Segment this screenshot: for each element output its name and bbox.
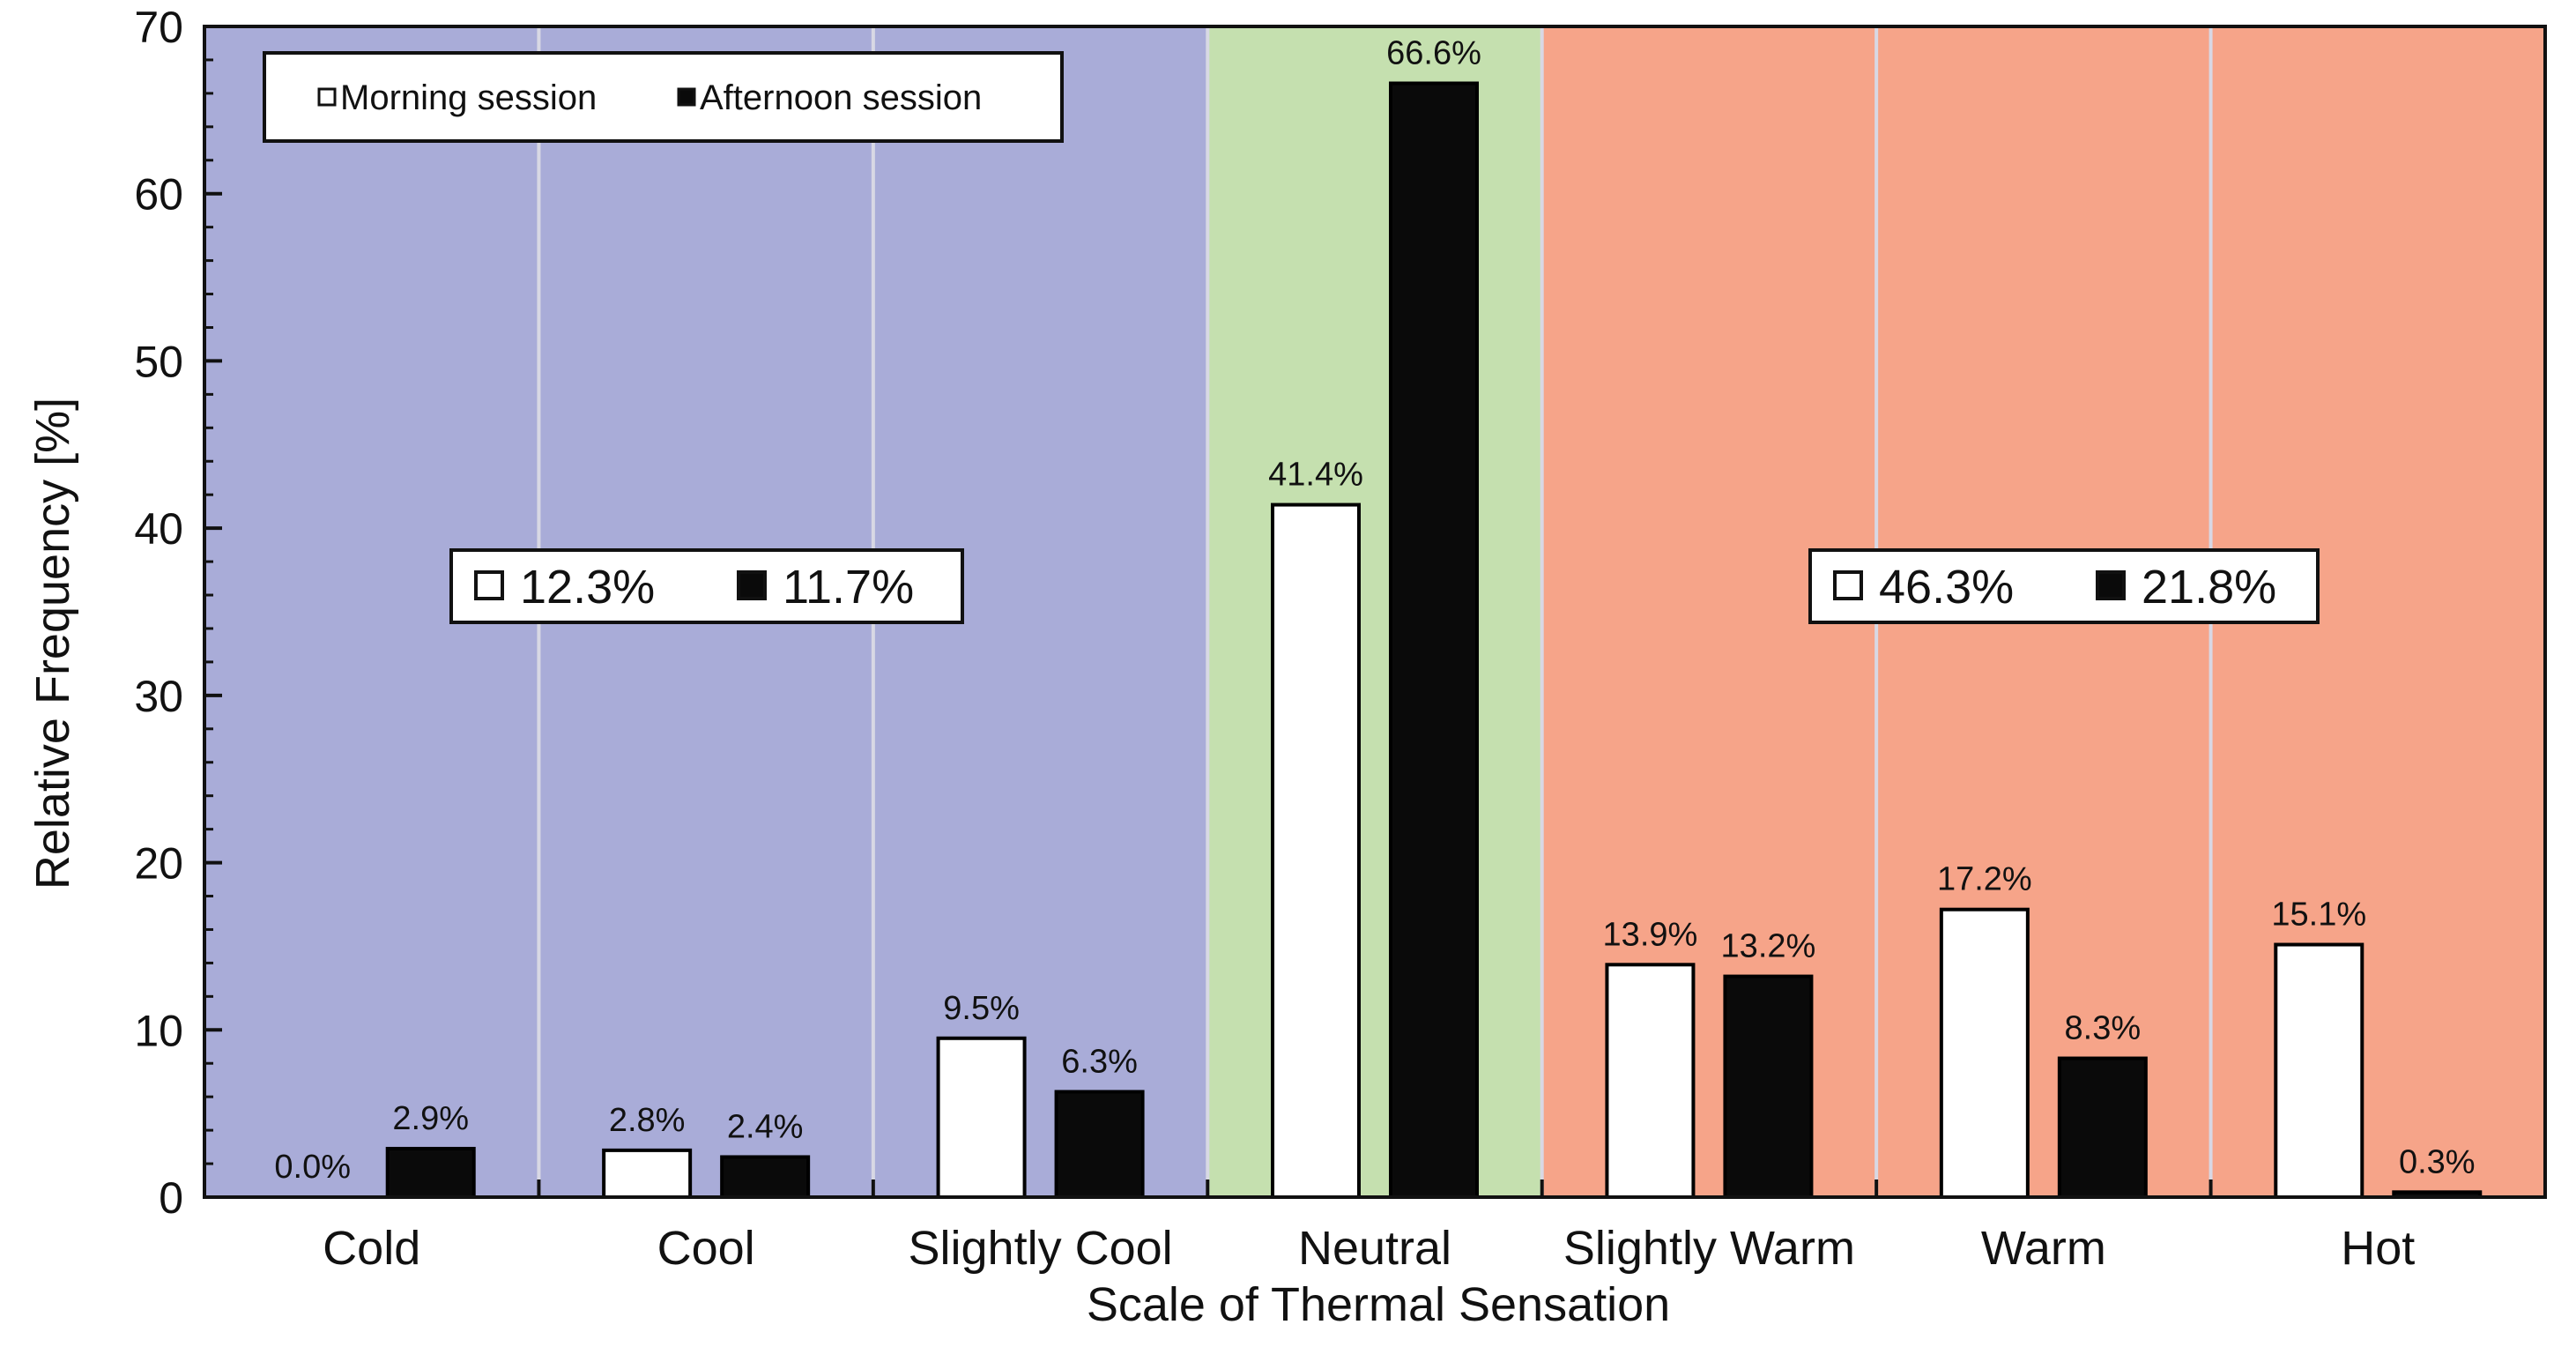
y-tick-label: 70 <box>134 3 183 52</box>
y-axis-title: Relative Frequency [%] <box>26 398 79 889</box>
data-label-morning-slightly-cool: 9.5% <box>943 990 1020 1027</box>
data-label-morning-hot: 15.1% <box>2271 897 2366 934</box>
y-tick-label: 0 <box>159 1173 183 1223</box>
summary-cool-side-swatch-afternoon <box>737 570 767 600</box>
legend-box <box>263 51 1064 143</box>
y-tick-label: 60 <box>134 170 183 220</box>
data-label-morning-cold: 0.0% <box>274 1149 351 1186</box>
x-category-label: Slightly Cool <box>909 1222 1173 1275</box>
data-label-afternoon-cool: 2.4% <box>727 1108 804 1145</box>
bar-afternoon-slightly-warm <box>1723 974 1814 1199</box>
bar-morning-slightly-warm <box>1605 963 1696 1199</box>
summary-warm-side-morning-value: 46.3% <box>1879 561 2014 614</box>
data-label-afternoon-warm: 8.3% <box>2065 1010 2142 1047</box>
x-category-label: Slightly Warm <box>1563 1222 1855 1275</box>
summary-cool-side-morning-value: 12.3% <box>520 561 655 614</box>
bar-morning-warm <box>1939 907 2030 1199</box>
legend-label-morning: Morning session <box>340 78 597 117</box>
bar-afternoon-slightly-cool <box>1054 1090 1145 1199</box>
bar-afternoon-neutral <box>1389 81 1479 1200</box>
data-label-morning-cool: 2.8% <box>609 1102 686 1139</box>
bar-afternoon-cold <box>385 1146 476 1200</box>
summary-cool-side-afternoon-value: 11.7% <box>783 561 914 614</box>
bar-afternoon-warm <box>2057 1056 2148 1199</box>
bar-morning-neutral <box>1271 502 1361 1199</box>
x-category-label: Cold <box>323 1222 420 1275</box>
y-tick-label: 20 <box>134 839 183 889</box>
x-category-label: Neutral <box>1298 1222 1451 1275</box>
data-label-afternoon-neutral: 66.6% <box>1386 35 1481 72</box>
summary-cool-side-box <box>449 548 964 624</box>
data-label-morning-slightly-warm: 13.9% <box>1603 916 1698 953</box>
y-tick-label: 10 <box>134 1006 183 1055</box>
legend-swatch-afternoon <box>677 87 696 107</box>
bar-morning-hot <box>2274 942 2364 1199</box>
data-label-afternoon-hot: 0.3% <box>2399 1143 2476 1180</box>
x-category-label: Hot <box>2341 1222 2415 1275</box>
data-label-afternoon-slightly-cool: 6.3% <box>1061 1043 1138 1080</box>
legend: Morning session Afternoon session <box>263 51 1064 143</box>
bar-morning-slightly-cool <box>936 1036 1027 1200</box>
y-tick-label: 30 <box>134 672 183 721</box>
y-tick-label: 40 <box>134 504 183 554</box>
x-category-label: Cool <box>657 1222 755 1275</box>
summary-warm-side-swatch-afternoon <box>2096 570 2126 600</box>
legend-label-afternoon: Afternoon session <box>700 78 982 117</box>
data-labels: 0.0% 2.8% 9.5% 41.4% 13.9% 17.2% 15.1% 2.9% 2.4%… <box>274 35 2475 1186</box>
summary-warm-side-afternoon-value: 21.8% <box>2142 561 2276 614</box>
plot-frame <box>203 25 2547 1199</box>
data-label-afternoon-slightly-warm: 13.2% <box>1721 928 1816 965</box>
data-label-morning-neutral: 41.4% <box>1268 457 1363 494</box>
bar-afternoon-cool <box>720 1155 811 1200</box>
x-category-label: Warm <box>1981 1222 2106 1275</box>
region-summaries: 12.3% 11.7% 46.3% 21.8% <box>449 548 2320 624</box>
region-neutral <box>1207 26 1542 1197</box>
y-tick-label: 50 <box>134 337 183 386</box>
bars <box>385 81 2483 1200</box>
x-axis-title: Scale of Thermal Sensation <box>1087 1278 1670 1331</box>
data-label-morning-warm: 17.2% <box>1937 861 2032 898</box>
legend-swatch-morning <box>317 87 337 107</box>
bar-morning-cool <box>602 1148 693 1200</box>
summary-warm-side-box <box>1808 548 2320 624</box>
summary-warm-side-swatch-morning <box>1833 570 1863 600</box>
axes: 0 10 20 30 40 50 60 70 Cold Cool Slightly Cool Neut… <box>134 3 2547 1275</box>
data-label-afternoon-cold: 2.9% <box>392 1100 469 1137</box>
background-regions <box>204 26 2545 1197</box>
summary-cool-side-swatch-morning <box>474 570 504 600</box>
